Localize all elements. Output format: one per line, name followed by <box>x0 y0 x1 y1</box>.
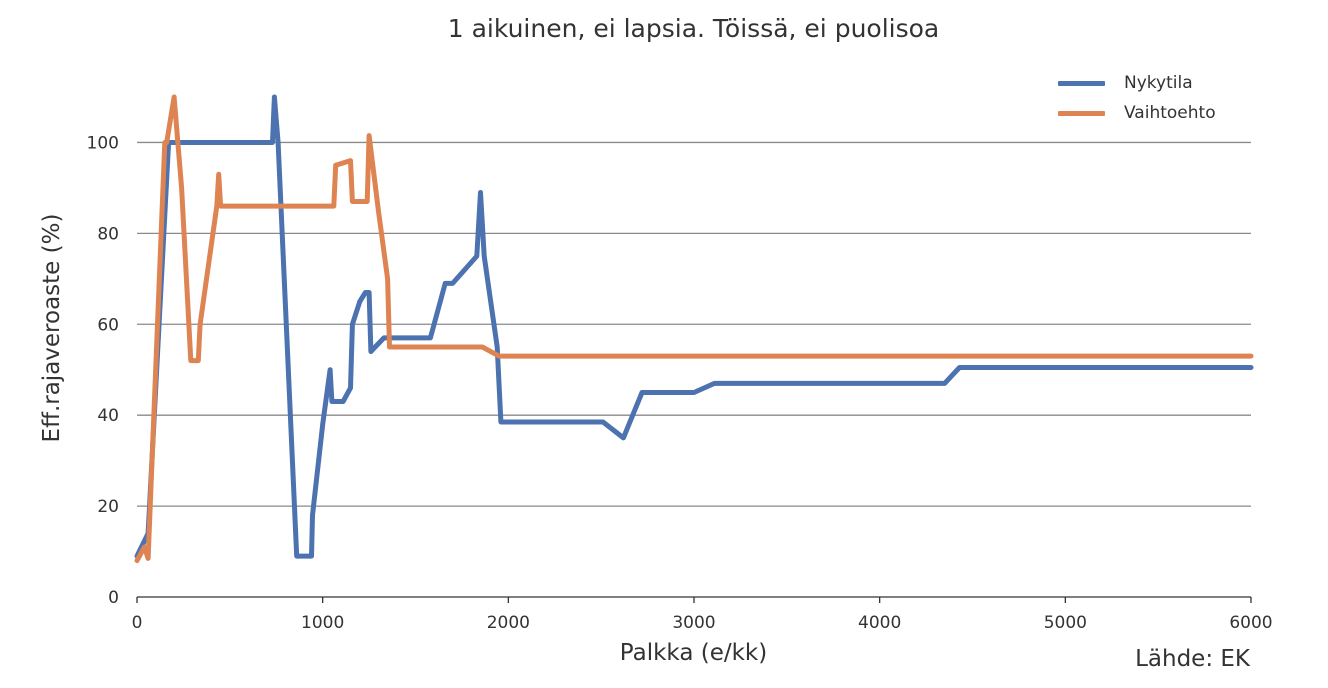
legend: Nykytila Vaihtoehto <box>1058 68 1216 128</box>
y-tick-label: 80 <box>97 224 119 244</box>
legend-label-nykytila: Nykytila <box>1124 73 1193 93</box>
y-tick-label: 100 <box>87 133 119 153</box>
y-tick-label: 60 <box>97 315 119 335</box>
x-tick-label: 6000 <box>1229 613 1272 633</box>
y-tick-label: 20 <box>97 497 119 517</box>
y-tick-label: 40 <box>97 406 119 426</box>
series-line-vaihtoehto <box>134 94 1254 564</box>
x-tick-label: 1000 <box>301 613 344 633</box>
legend-swatch-nykytila <box>1058 80 1105 86</box>
legend-swatch-vaihtoehto <box>1058 110 1105 116</box>
legend-item-vaihtoehto: Vaihtoehto <box>1058 98 1216 128</box>
x-tick-label: 2000 <box>487 613 530 633</box>
x-tick-label: 3000 <box>672 613 715 633</box>
y-tick-label: 0 <box>108 588 119 608</box>
legend-label-vaihtoehto: Vaihtoehto <box>1124 103 1216 123</box>
x-axis-label: Palkka (e/kk) <box>619 640 768 666</box>
source-note: Lähde: EK <box>1135 646 1250 672</box>
chart-title: 1 aikuinen, ei lapsia. Töissä, ei puolis… <box>447 14 940 43</box>
x-tick-label: 4000 <box>858 613 901 633</box>
x-tick-label: 5000 <box>1044 613 1087 633</box>
x-tick-label: 0 <box>132 613 143 633</box>
series-line-nykytila <box>134 94 1254 559</box>
legend-item-nykytila: Nykytila <box>1058 68 1216 98</box>
